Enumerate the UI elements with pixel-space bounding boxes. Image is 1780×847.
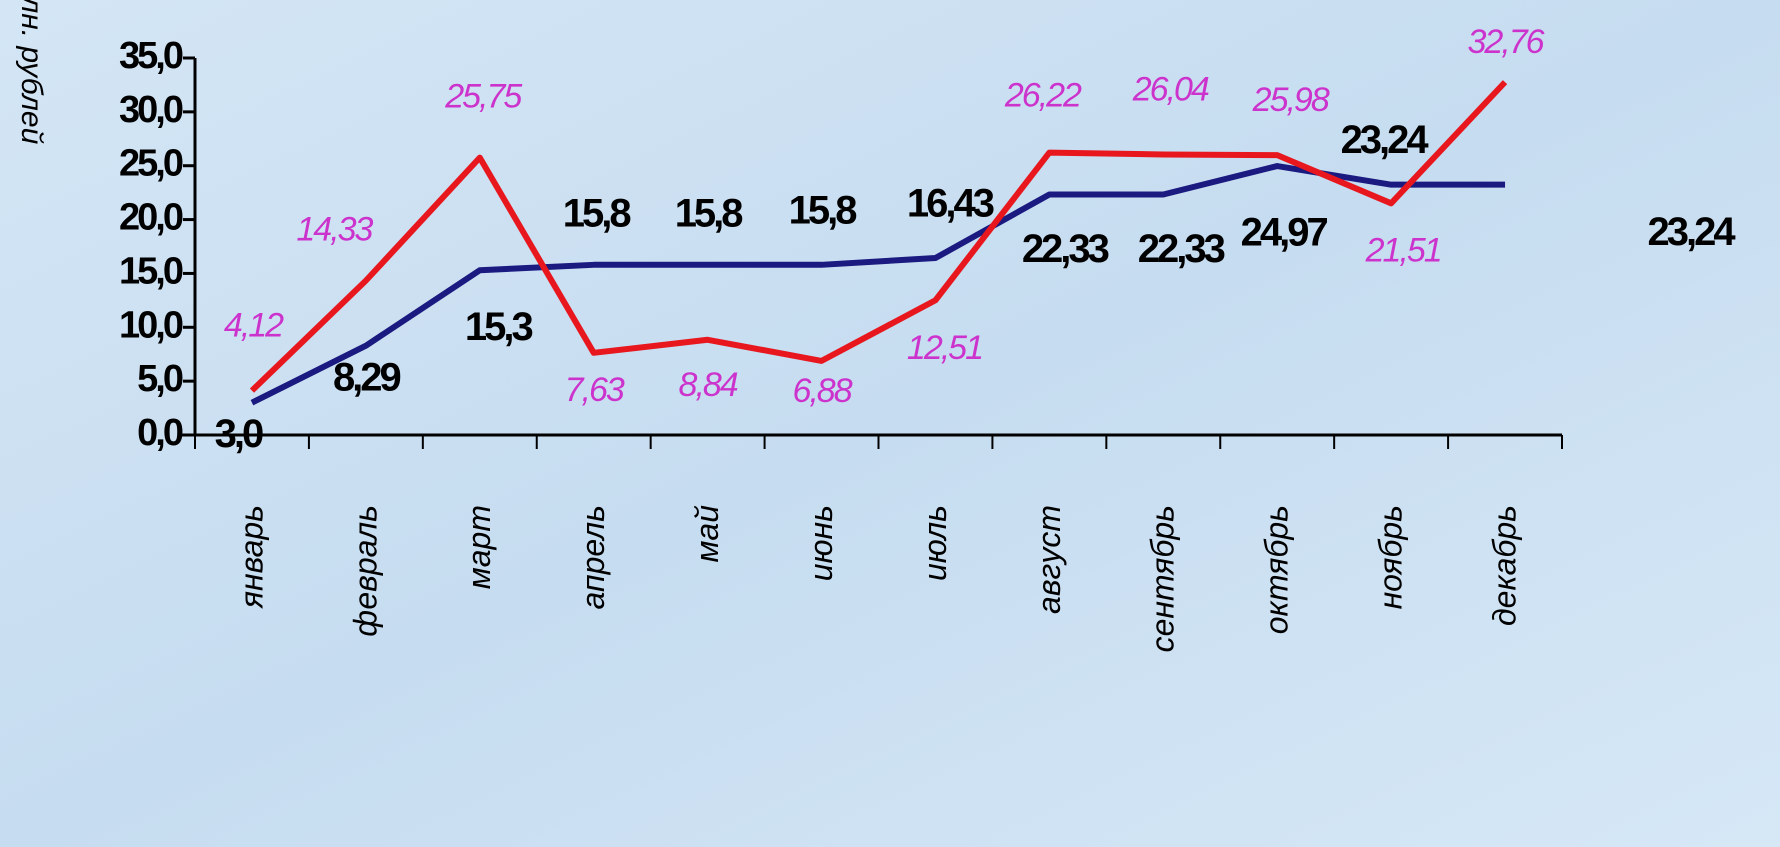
data-label: 26,04 [1132, 70, 1209, 108]
y-tick-label: 15,0 [119, 250, 183, 292]
line-series [250, 163, 1506, 406]
data-label: 25,98 [1252, 81, 1330, 119]
data-label: 25,75 [444, 78, 522, 116]
x-tick-label: январь [233, 505, 269, 609]
x-tick-label: сентябрь [1145, 505, 1181, 652]
data-label: 22,33 [1022, 227, 1109, 271]
data-label: 15,8 [789, 188, 858, 232]
data-label: 7,63 [565, 371, 625, 409]
x-tick-label: ноябрь [1373, 505, 1409, 609]
data-label: 8,84 [679, 366, 738, 404]
data-label: 26,22 [1004, 77, 1082, 115]
data-label: 12,51 [907, 329, 982, 367]
y-tick-label: 10,0 [119, 304, 183, 346]
x-tick-label: март [461, 505, 497, 589]
data-label: 14,33 [296, 211, 373, 249]
x-tick-label: май [689, 505, 725, 563]
data-label: 21,51 [1365, 231, 1441, 269]
y-tick-label: 30,0 [119, 89, 183, 131]
y-tick-label: 25,0 [119, 143, 183, 185]
data-label: 15,3 [465, 305, 533, 349]
x-tick-label: октябрь [1259, 505, 1295, 634]
data-label: 6,88 [792, 372, 852, 410]
x-tick-label: февраль [347, 505, 383, 637]
data-label: 4,12 [224, 307, 284, 345]
x-tick-label: июль [917, 505, 953, 581]
y-tick-label: 35,0 [119, 35, 183, 77]
y-tick-label: 5,0 [137, 358, 183, 400]
x-tick-label: июнь [803, 505, 839, 581]
y-axis-label: млн. рублей [15, 0, 48, 145]
data-label: 16,43 [907, 182, 994, 226]
x-tick-label: август [1031, 505, 1067, 614]
data-label: 15,8 [675, 191, 744, 235]
data-label: 3,0 [215, 412, 263, 456]
y-tick-label: 20,0 [119, 197, 183, 239]
x-tick-label: апрель [575, 505, 611, 609]
x-tick-label: декабрь [1486, 505, 1522, 626]
data-label: 24,97 [1241, 211, 1328, 255]
data-label: 23,24 [1647, 210, 1736, 254]
data-label: 22,33 [1138, 227, 1225, 271]
data-label: 15,8 [563, 191, 632, 235]
data-label: 32,76 [1467, 23, 1544, 61]
line-series [249, 80, 1508, 393]
data-label: 23,24 [1341, 118, 1430, 162]
data-label: 8,29 [333, 355, 401, 399]
y-tick-label: 0,0 [137, 412, 183, 454]
